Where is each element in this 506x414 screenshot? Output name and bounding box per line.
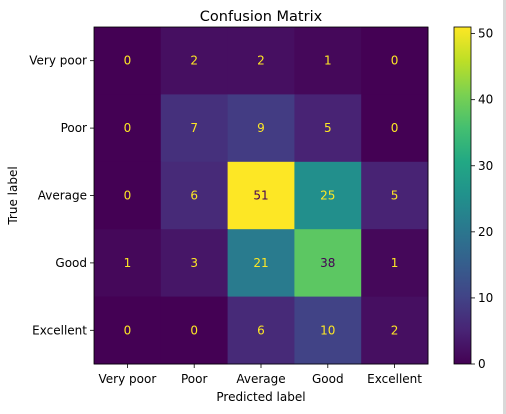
x-tick-label: Average	[236, 372, 285, 386]
matrix-cell-value: 1	[391, 256, 399, 270]
x-tick-label: Very poor	[99, 372, 157, 386]
matrix-cell-value: 5	[391, 189, 399, 203]
x-tick-label: Poor	[181, 372, 207, 386]
matrix-cell	[227, 229, 295, 298]
matrix-cell	[94, 27, 162, 95]
matrix-cell-value: 5	[324, 121, 332, 135]
window-edge	[503, 0, 506, 414]
matrix-cell	[361, 229, 429, 298]
matrix-cell	[94, 229, 162, 298]
colorbar-tick-label: 30	[478, 159, 493, 173]
matrix-cell-value: 0	[124, 54, 132, 68]
matrix-cell-value: 1	[124, 256, 132, 270]
matrix-cell	[160, 161, 229, 230]
matrix-cell	[294, 161, 362, 230]
matrix-cell	[361, 161, 429, 230]
matrix-cell-value: 6	[190, 189, 198, 203]
matrix-cell	[294, 296, 362, 365]
chart-title: Confusion Matrix	[200, 9, 323, 25]
matrix-cell-value: 2	[391, 323, 399, 337]
matrix-cell-value: 21	[253, 256, 268, 270]
matrix-cell	[227, 27, 295, 95]
y-tick-label: Good	[55, 256, 87, 270]
matrix-cell-labels: 0 2 2 1 00 7 9 5 00 6 51 25 51 3 21 38 10 0 6 10 2	[124, 54, 399, 338]
colorbar-tick-label: 50	[478, 27, 493, 41]
x-axis-label: Predicted label	[216, 390, 305, 404]
matrix-cell	[160, 229, 229, 298]
matrix-cell-value: 0	[124, 121, 132, 135]
y-axis-label: True label	[6, 166, 20, 225]
matrix-cell	[361, 27, 429, 95]
matrix-cell	[160, 27, 229, 95]
matrix-cell	[94, 296, 162, 365]
matrix-cell	[361, 296, 429, 365]
matrix-cell-value: 6	[257, 323, 265, 337]
y-tick-label: Average	[38, 189, 87, 203]
matrix-cell	[160, 296, 229, 365]
colorbar-tick-label: 20	[478, 225, 493, 239]
matrix-cell-value: 0	[124, 323, 132, 337]
matrix-cell	[94, 94, 162, 163]
matrix-cell	[94, 161, 162, 230]
colorbar-tick-label: 0	[478, 357, 486, 371]
matrix-cell-value: 2	[190, 54, 198, 68]
matrix-cell	[227, 161, 295, 230]
colorbar-tick-label: 40	[478, 93, 493, 107]
matrix-cell-value: 1	[324, 54, 332, 68]
matrix-cell-value: 0	[190, 323, 198, 337]
matrix-cells	[94, 27, 429, 365]
matrix-cell-value: 38	[320, 256, 335, 270]
matrix-cell	[294, 229, 362, 298]
colorbar-ticks: 0 10 20 30 40 50	[471, 27, 493, 371]
matrix-cell-value: 0	[391, 54, 399, 68]
y-tick-label: Excellent	[32, 323, 87, 337]
matrix-cell	[160, 94, 229, 163]
matrix-cell-value: 51	[253, 189, 268, 203]
matrix-cell-value: 0	[391, 121, 399, 135]
y-tick-label: Poor	[61, 121, 87, 135]
matrix-cell-value: 3	[190, 256, 198, 270]
matrix-cell	[294, 94, 362, 163]
matrix-cell-value: 25	[320, 189, 335, 203]
y-axis-ticks: Very poor Poor Average Good Excellent	[29, 54, 94, 337]
matrix-cell	[294, 27, 362, 95]
matrix-cell-value: 10	[320, 323, 335, 337]
y-tick-label: Very poor	[29, 54, 87, 68]
matrix-cell-value: 9	[257, 121, 265, 135]
x-axis-ticks: Very poor Poor Average Good Excellent	[99, 364, 422, 386]
matrix-cell	[227, 94, 295, 163]
colorbar-tick-label: 10	[478, 291, 493, 305]
x-tick-label: Excellent	[367, 372, 422, 386]
matrix-cell-value: 7	[190, 121, 198, 135]
matrix-cell	[227, 296, 295, 365]
matrix-cell-value: 0	[124, 189, 132, 203]
matrix-cell	[361, 94, 429, 163]
x-tick-label: Good	[312, 372, 344, 386]
matrix-cell-value: 2	[257, 54, 265, 68]
colorbar	[453, 26, 472, 365]
